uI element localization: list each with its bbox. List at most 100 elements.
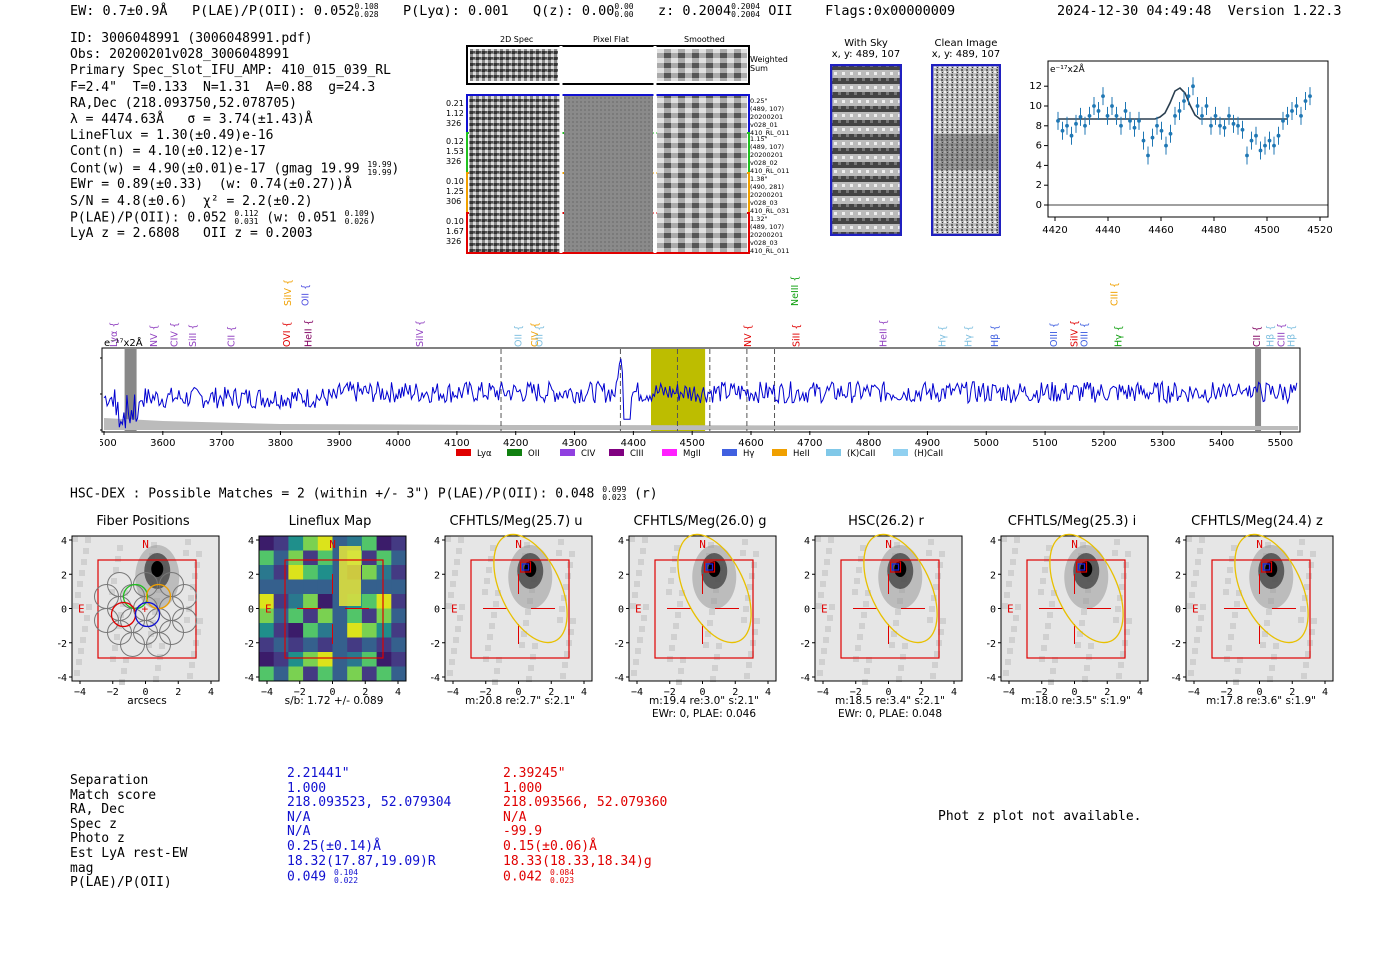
panel-xtick: 2 <box>918 687 924 698</box>
legend-label: Hγ <box>743 449 754 459</box>
zoom-point <box>1132 125 1137 130</box>
zoom-point <box>1065 123 1069 128</box>
legend-swatch <box>662 449 677 456</box>
main-xtick: 4000 <box>385 438 410 449</box>
panel-ytick: 2 <box>1175 570 1181 581</box>
zoom-point <box>1186 94 1191 98</box>
panel-ytick: −4 <box>431 673 440 684</box>
zoom-line-chart: 4420 4440 4460 4480 4500 4520 0 2 4 6 8 10 12 e⁻¹⁷x2… <box>1030 60 1333 233</box>
main-spectrum: Lyα {NV {CIV {SiII {CII {OVI {HeII {SiIV… <box>100 270 1310 465</box>
main-xtick: 4100 <box>444 438 469 449</box>
zoom-point <box>1281 118 1285 123</box>
zoom-point <box>1141 138 1146 143</box>
legend-swatch <box>722 449 737 456</box>
spec2d-graphic <box>466 45 750 254</box>
spectrum-series <box>103 358 1298 429</box>
with-sky-image <box>830 64 902 236</box>
emission-line-label: Hβ { <box>990 325 1001 347</box>
panel-ytick: 4 <box>804 536 810 547</box>
zoom-point <box>1249 138 1254 143</box>
legend-swatch <box>609 449 624 456</box>
east-label: E <box>1007 603 1014 616</box>
panel-ytick: 0 <box>804 605 810 616</box>
header-z-line: OII <box>768 3 793 19</box>
header-plya: P(Lyα): 0.001 <box>402 3 509 19</box>
legend-label: (K)CaII <box>847 449 875 459</box>
main-xtick: 3800 <box>268 438 293 449</box>
emission-line-label: OII { <box>301 284 312 306</box>
legend-swatch <box>560 449 575 456</box>
main-xtick: 4400 <box>621 438 646 449</box>
sky-title: With Sky x, y: 489, 107 <box>831 38 901 60</box>
info-cont-w: Cont(w) = 4.90(±0.01)e-17 (gmag 19.99 <box>70 161 360 177</box>
zoom-xtick: 4460 <box>1148 225 1173 233</box>
galaxy-ellipse <box>493 533 568 644</box>
spec2d-row-stats: 0.21 1.12 326 <box>446 99 464 128</box>
main-xtick: 4300 <box>562 438 587 449</box>
zoom-point <box>1137 118 1141 123</box>
info-obs: Obs: 20200201v028_3006048991 <box>70 47 290 63</box>
info-plae: P(LAE)/P(OII): 0.052 <box>70 210 227 226</box>
info-primary-spec: Primary Spec_Slot_IFU_AMP: 410_015_039_R… <box>70 63 391 79</box>
panel-ytick: 4 <box>248 536 254 547</box>
main-xtick: 5300 <box>1150 438 1175 449</box>
panel-xtick: −4 <box>74 687 86 698</box>
zoom-ytick: 0 <box>1036 200 1042 211</box>
main-unit: e⁻¹⁷x2Å <box>104 336 143 349</box>
emission-line-label: CIV { <box>530 322 541 347</box>
panel-title: CFHTLS/Meg(25.7) u <box>449 514 583 529</box>
east-label: E <box>78 603 85 616</box>
panel-title: HSC(26.2) r <box>848 514 924 529</box>
emission-line-label: CIII { <box>1109 282 1120 306</box>
panel-xtick: 0 <box>1256 687 1262 698</box>
emission-line-label: SiIV { <box>1069 320 1080 347</box>
panel-ytick: −4 <box>615 673 624 684</box>
galaxy-ellipse <box>1234 533 1309 644</box>
panel-ytick: −4 <box>58 673 67 684</box>
emission-line-label: CII { <box>1252 326 1263 347</box>
emission-line-label: CIII { <box>1277 323 1288 347</box>
emission-line-label: CII { <box>227 326 238 347</box>
aperture-box <box>97 559 197 659</box>
spec2d-row-info: 1.38" (490, 281) 20200201 v028_03 410_RL… <box>750 175 790 215</box>
main-xtick: 3700 <box>209 438 234 449</box>
match-1-column: 2.21441" 1.000 218.093523, 52.079304 N/A… <box>287 766 452 886</box>
panel-xtick: −2 <box>850 687 862 698</box>
panel-caption: m:19.4 re:3.0" s:2.1" <box>649 695 759 707</box>
panel-title: CFHTLS/Meg(26.0) g <box>633 514 767 529</box>
panel-xtick: −4 <box>631 687 643 698</box>
zoom-point <box>1150 135 1155 140</box>
emission-line-label: Hγ { <box>1114 325 1125 347</box>
image-panel: CFHTLS/Meg(24.4) z N E 4 2 0 −2 −4 −4 −2 0 2 4 m:17.8… <box>1172 510 1354 725</box>
zoom-point <box>1155 123 1159 128</box>
zoom-point <box>1254 133 1258 138</box>
emission-line-label: CIV { <box>170 322 181 347</box>
panel-xtick: −2 <box>1221 687 1233 698</box>
zoom-point <box>1245 153 1249 158</box>
panel-xtick: 0 <box>329 687 335 698</box>
zoom-point <box>1087 114 1092 118</box>
header-timestamp: 2024-12-30 04:49:48 Version 1.22.3 <box>1057 3 1342 19</box>
panel-xtick: −2 <box>664 687 676 698</box>
spec2d-panel: 2D Spec Pixel Flat Smoothed Weight <box>440 33 800 255</box>
info-block: ID: 3006048991 (3006048991.pdf) Obs: 202… <box>70 31 400 242</box>
zoom-xtick: 4440 <box>1095 225 1120 233</box>
svg-text:+: + <box>142 603 149 616</box>
zoom-point <box>1119 123 1123 128</box>
zoom-xtick: 4480 <box>1201 225 1226 233</box>
main-xtick: 5500 <box>1268 438 1293 449</box>
header-plae-frac: 0.108 0.028 <box>354 2 379 19</box>
info-ra-dec: RA,Dec (218.093750,52.078705) <box>70 95 297 111</box>
north-label: N <box>1071 538 1078 551</box>
info-lambda: λ = 4474.63Å σ = 3.74(±1.43)Å <box>70 112 313 128</box>
panel-ytick: −2 <box>245 639 254 650</box>
zoom-point <box>1069 133 1074 138</box>
emission-line-label: SiII { <box>188 324 199 347</box>
zoom-unit: e⁻¹⁷x2Å <box>1050 63 1086 75</box>
spec2d-col-spec: 2D Spec <box>500 35 534 44</box>
zoom-point <box>1078 114 1083 119</box>
panel-ytick: 2 <box>618 570 624 581</box>
zoom-ytick: 6 <box>1036 141 1042 152</box>
panel-xtick: −4 <box>447 687 459 698</box>
spec2d-row-info: 0.25" (489, 107) 20200201 v028_01 410_RL… <box>750 97 790 137</box>
